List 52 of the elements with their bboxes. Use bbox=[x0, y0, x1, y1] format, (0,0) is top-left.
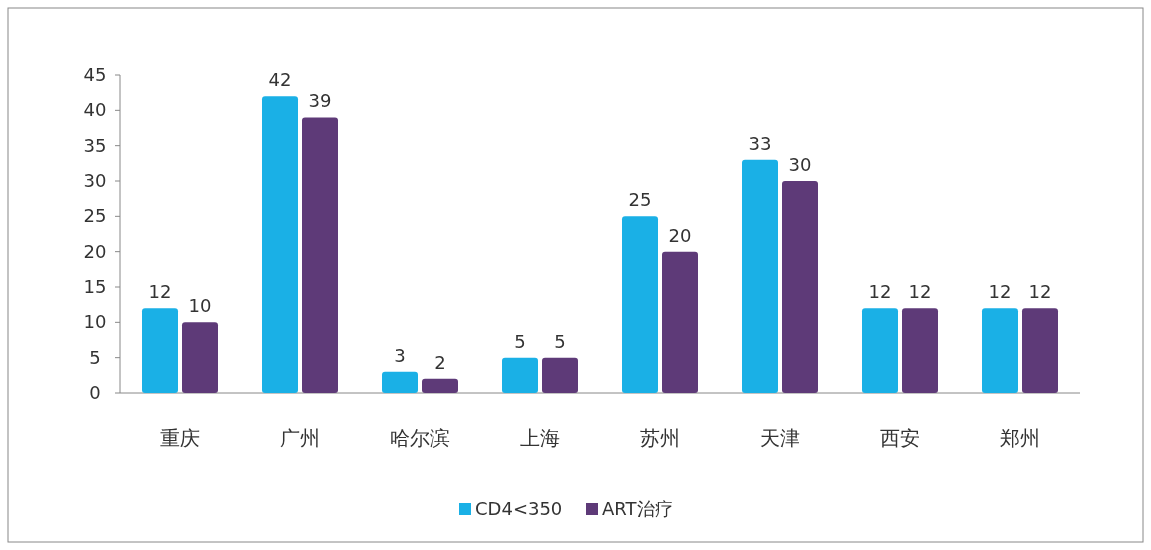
data-label: 5 bbox=[514, 330, 526, 352]
bar bbox=[1022, 308, 1058, 393]
bar bbox=[142, 308, 178, 393]
data-label: 30 bbox=[788, 154, 812, 175]
y-tick-label: 15 bbox=[83, 276, 107, 297]
x-tick-label: 西安 bbox=[880, 426, 920, 450]
bar bbox=[382, 371, 418, 393]
data-label: 12 bbox=[148, 281, 172, 303]
data-label: 33 bbox=[748, 132, 772, 154]
y-tick-label: 10 bbox=[83, 311, 107, 333]
data-label: 12 bbox=[908, 281, 932, 303]
bar bbox=[782, 181, 818, 393]
x-tick-label: 郑州 bbox=[1000, 426, 1040, 450]
bar bbox=[622, 216, 658, 393]
bar bbox=[182, 322, 218, 393]
data-label: 39 bbox=[308, 90, 332, 112]
data-label: 10 bbox=[188, 295, 212, 317]
y-tick-label: 0 bbox=[89, 382, 101, 403]
y-tick-label: 30 bbox=[83, 170, 107, 191]
x-tick-label: 哈尔滨 bbox=[390, 426, 450, 450]
data-label: 12 bbox=[1028, 281, 1052, 303]
y-tick-label: 40 bbox=[83, 99, 107, 121]
data-label: 3 bbox=[394, 344, 406, 366]
x-tick-label: 广州 bbox=[280, 426, 320, 450]
x-tick-label: 重庆 bbox=[160, 426, 200, 450]
legend-label: CD4<350 bbox=[475, 498, 563, 519]
bar bbox=[502, 357, 538, 393]
bar bbox=[742, 159, 778, 393]
y-tick-label: 35 bbox=[83, 134, 107, 156]
data-label: 25 bbox=[628, 189, 652, 211]
x-tick-label: 苏州 bbox=[640, 426, 680, 450]
bar bbox=[302, 117, 338, 393]
data-label: 12 bbox=[988, 281, 1012, 303]
y-tick-label: 20 bbox=[83, 240, 107, 262]
data-label: 12 bbox=[868, 281, 892, 303]
bar bbox=[902, 308, 938, 393]
x-tick-label: 上海 bbox=[520, 426, 560, 450]
bar bbox=[862, 308, 898, 393]
x-tick-label: 天津 bbox=[760, 426, 800, 450]
data-label: 20 bbox=[668, 224, 692, 246]
y-tick-label: 5 bbox=[89, 346, 101, 368]
data-label: 5 bbox=[554, 330, 566, 352]
bar bbox=[542, 357, 578, 393]
bar bbox=[262, 96, 298, 393]
y-tick-label: 45 bbox=[83, 64, 107, 85]
legend-label: ART治疗 bbox=[602, 498, 673, 519]
data-label: 2 bbox=[434, 351, 446, 373]
bar bbox=[422, 378, 458, 393]
data-label: 42 bbox=[268, 69, 292, 91]
bar bbox=[982, 308, 1018, 393]
y-tick-label: 25 bbox=[83, 205, 107, 227]
bar bbox=[662, 251, 698, 393]
